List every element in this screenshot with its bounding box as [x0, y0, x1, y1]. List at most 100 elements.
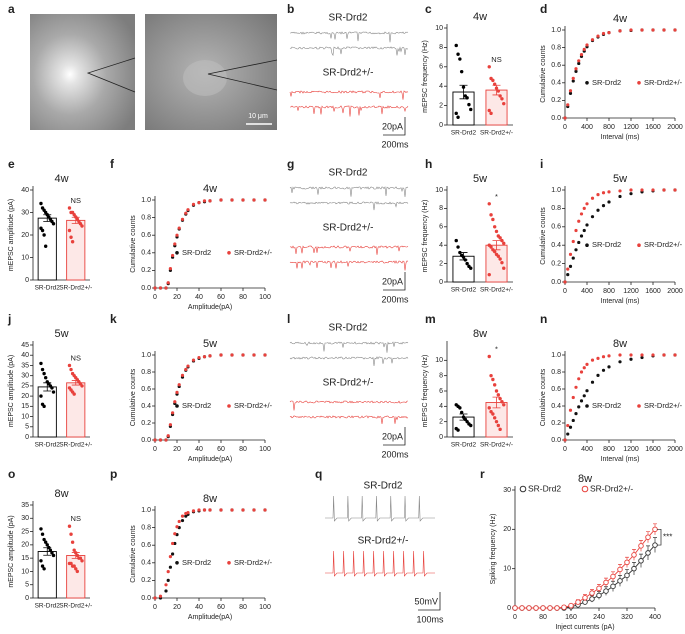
x-tick-label: 0 [153, 446, 157, 453]
data-point [571, 239, 575, 244]
data-point [489, 245, 493, 249]
data-point [70, 540, 75, 544]
data-point [197, 201, 201, 205]
error-bar [43, 382, 52, 392]
legend-label: SR-Drd2 [592, 401, 621, 410]
data-point [175, 390, 179, 394]
x-tick-label: 400 [649, 614, 661, 621]
data-point [241, 508, 245, 512]
y-tick-label: 40 [21, 187, 29, 194]
data-point [43, 540, 48, 544]
y-tick-label: 0.8 [551, 369, 561, 376]
data-point [252, 353, 256, 357]
group-label: SR-Drd2+/- [323, 68, 374, 79]
data-point [40, 532, 45, 536]
data-point [582, 394, 586, 398]
x-axis-label: Inject currents (pA) [555, 624, 614, 631]
data-point [171, 411, 175, 415]
data-point [618, 189, 622, 193]
data-point [186, 511, 190, 515]
data-point [80, 559, 84, 563]
data-point [607, 31, 611, 35]
y-tick-label: 6 [439, 388, 443, 395]
chart-title: 4w [54, 173, 68, 185]
x-tick-label: 20 [173, 446, 181, 453]
trace [289, 400, 409, 411]
error-bar [459, 252, 468, 261]
data-point [563, 438, 567, 442]
data-point [72, 392, 76, 396]
data-point [456, 52, 460, 56]
data-point [502, 101, 506, 106]
data-point [153, 438, 157, 442]
y-tick-label: 0.2 [551, 97, 561, 104]
x-tick-label: 40 [195, 604, 203, 611]
chart-title: 8w [203, 493, 217, 505]
data-point [70, 240, 75, 244]
x-tick-label: 1200 [623, 446, 639, 453]
scale-bar [418, 592, 441, 611]
y-tick-label: 0.2 [141, 267, 151, 274]
y-tick-label: 0.6 [551, 386, 561, 393]
data-point [75, 553, 80, 558]
data-point [662, 28, 666, 32]
data-point [173, 242, 177, 246]
legend-label: SR-Drd2+/- [234, 248, 273, 257]
trace [289, 186, 409, 198]
trace [325, 495, 435, 522]
data-point [582, 595, 588, 601]
x-tick-label: 100 [259, 604, 271, 611]
significance: NS [71, 514, 81, 523]
data-point [577, 61, 581, 66]
trace [290, 31, 409, 43]
data-point [590, 215, 595, 219]
data-point [173, 532, 177, 536]
data-point [491, 217, 495, 222]
data-point [554, 605, 560, 611]
x-tick-label: 0 [513, 614, 517, 621]
chart-title: 4w [613, 13, 627, 25]
data-point [498, 257, 502, 261]
chart-title: 5w [54, 328, 68, 340]
significance-bracket [657, 528, 662, 546]
data-point [191, 358, 196, 362]
panel-label: c [425, 2, 432, 16]
data-point [465, 261, 469, 266]
data-point [577, 405, 581, 409]
data-point [596, 592, 602, 599]
x-tick-label: SR-Drd2+/- [480, 442, 513, 449]
y-tick-label: 35 [21, 362, 29, 369]
data-point [263, 353, 267, 357]
data-point [596, 34, 600, 38]
panel-label: p [110, 467, 117, 481]
data-point [153, 596, 157, 600]
group-label: SR-Drd2 [329, 168, 368, 179]
y-axis-label: mEPSC frequency (Hz) [422, 40, 429, 113]
y-tick-label: 1.0 [141, 197, 151, 204]
x-tick-label: 80 [239, 294, 247, 301]
significance: NS [491, 55, 501, 64]
data-point [607, 190, 611, 194]
x-tick-label: 20 [173, 604, 181, 611]
y-tick-label: 25 [21, 383, 29, 390]
x-tick-label: SR-Drd2 [35, 603, 61, 610]
data-point [219, 198, 223, 202]
data-point [585, 43, 589, 47]
data-point [601, 204, 606, 208]
data-point [40, 228, 45, 233]
data-point [171, 541, 175, 546]
y-tick-label: 0.0 [551, 437, 561, 444]
data-point [39, 527, 43, 531]
data-point [590, 38, 595, 42]
data-point [186, 364, 190, 368]
data-point [489, 213, 493, 217]
legend-label: SR-Drd2 [182, 248, 211, 257]
legend-label: SR-Drd2 [592, 78, 621, 87]
data-point [596, 193, 600, 197]
data-point [492, 416, 497, 420]
y-axis-label: Cumulative counts [130, 215, 137, 273]
y-tick-label: 0.6 [141, 232, 151, 239]
significance: NS [71, 353, 81, 362]
x-tick-label: SR-Drd2+/- [480, 130, 513, 137]
